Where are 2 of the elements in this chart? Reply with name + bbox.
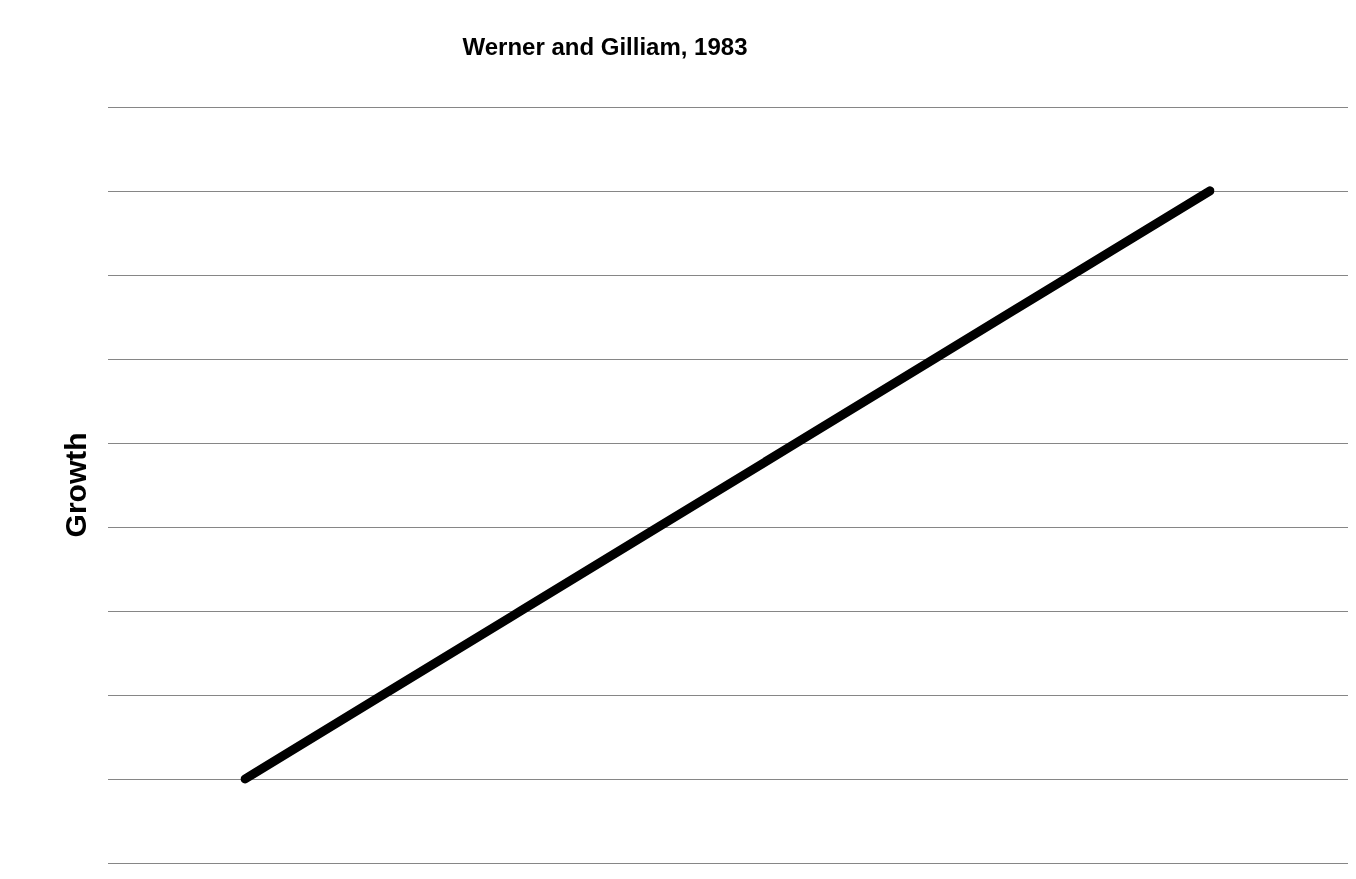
chart-title: Werner and Gilliam, 1983	[462, 33, 748, 61]
y-axis-title: Growth	[59, 432, 93, 538]
